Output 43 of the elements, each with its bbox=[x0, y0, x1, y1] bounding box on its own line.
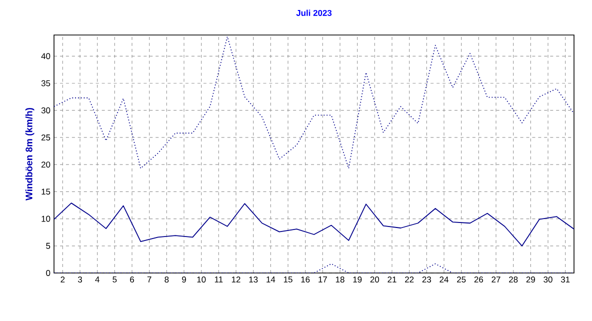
x-tick-label: 3 bbox=[78, 276, 82, 283]
x-tick-label: 8 bbox=[164, 276, 169, 283]
x-tick-label: 16 bbox=[301, 276, 310, 283]
line-series bbox=[54, 36, 574, 169]
x-tick-label: 27 bbox=[492, 276, 500, 282]
line-series bbox=[54, 202, 574, 246]
x-tick-label: 23 bbox=[422, 276, 432, 283]
x-tick-label: 25 bbox=[457, 276, 466, 283]
x-tick-label: 26 bbox=[474, 276, 484, 283]
x-tick-label: 11 bbox=[214, 276, 223, 282]
y-axis-title: Windböen 8m (km/h) bbox=[25, 108, 34, 200]
x-tick-label: 24 bbox=[440, 276, 448, 282]
x-tick-label: 29 bbox=[526, 276, 535, 283]
x-tick-label: 22 bbox=[405, 276, 414, 282]
x-tick-label: 20 bbox=[370, 276, 380, 283]
x-tick-label: 2 bbox=[60, 276, 65, 282]
x-tick-label: 13 bbox=[249, 276, 258, 283]
x-tick-label: 18 bbox=[336, 276, 344, 283]
x-tick-label: 15 bbox=[284, 276, 292, 282]
y-tick-label: 10 bbox=[42, 216, 50, 222]
x-tick-label: 10 bbox=[197, 276, 206, 283]
y-tick-label: 35 bbox=[41, 80, 50, 86]
x-tick-label: 21 bbox=[388, 276, 396, 282]
x-tick-label: 30 bbox=[544, 276, 552, 283]
x-tick-label: 4 bbox=[95, 276, 100, 282]
y-tick-label: 40 bbox=[41, 53, 50, 60]
x-tick-label: 12 bbox=[232, 276, 240, 282]
y-tick-label: 5 bbox=[46, 242, 50, 249]
chart-title: Juli 2023 bbox=[296, 10, 332, 16]
x-tick-label: 19 bbox=[353, 276, 362, 283]
x-tick-label: 17 bbox=[318, 276, 327, 282]
x-tick-label: 9 bbox=[182, 276, 186, 283]
x-tick-label: 5 bbox=[112, 276, 117, 282]
y-tick-label: 15 bbox=[42, 188, 50, 195]
x-tick-label: 14 bbox=[266, 276, 276, 282]
y-tick-label: 30 bbox=[41, 107, 50, 114]
x-tick-label: 6 bbox=[130, 276, 134, 283]
y-tick-label: 25 bbox=[41, 134, 50, 140]
x-tick-label: 7 bbox=[147, 276, 152, 282]
x-tick-label: 31 bbox=[560, 276, 570, 283]
y-tick-label: 0 bbox=[46, 270, 50, 276]
x-tick-label: 28 bbox=[509, 276, 518, 283]
y-tick-label: 20 bbox=[41, 162, 50, 168]
